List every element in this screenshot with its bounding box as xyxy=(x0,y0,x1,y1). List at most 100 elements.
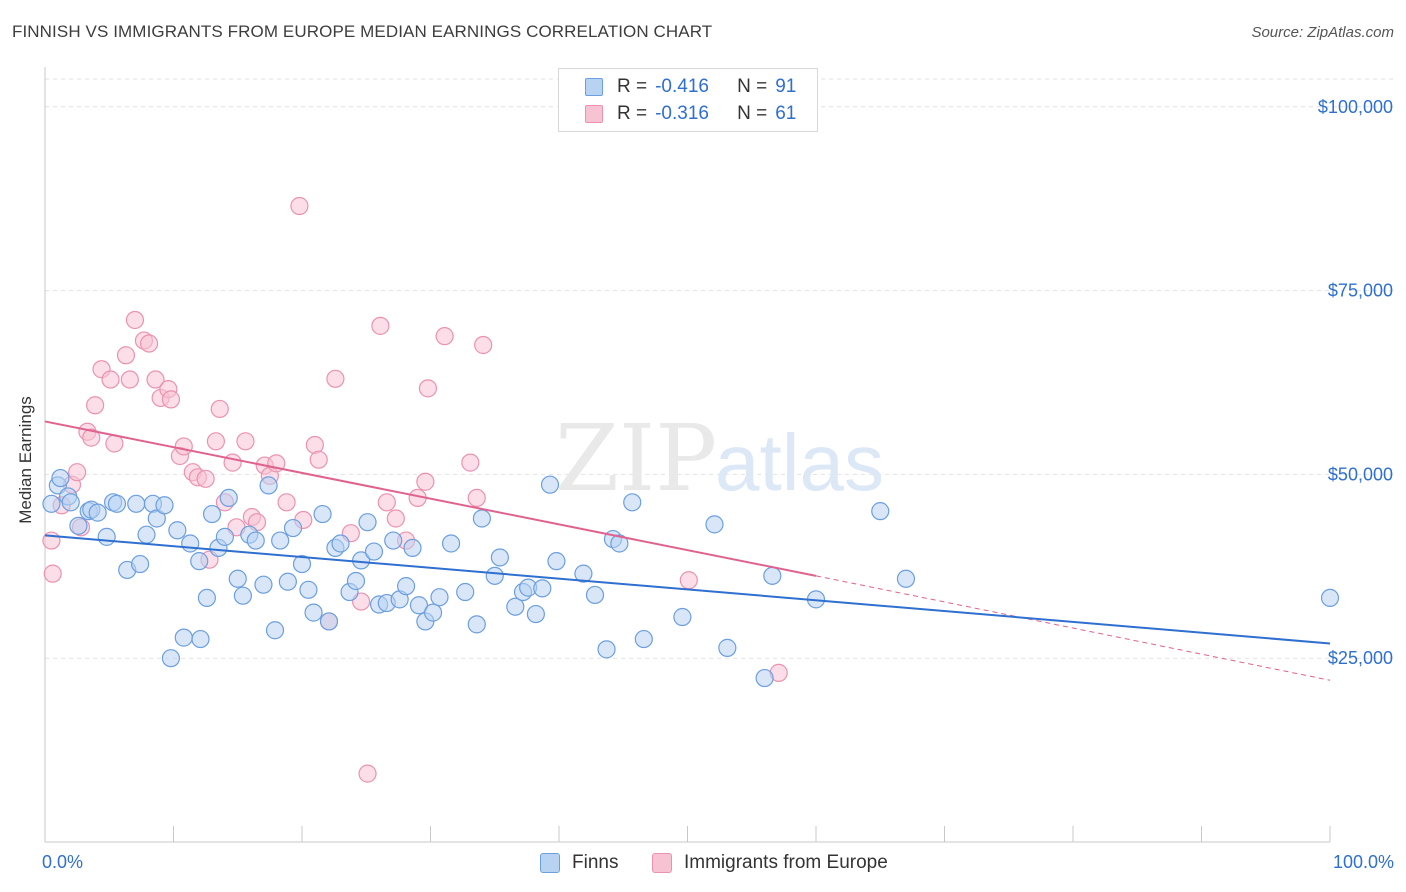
finns-point xyxy=(130,554,150,574)
immigrants-point xyxy=(290,196,309,216)
finns-point xyxy=(585,585,605,605)
finns-point xyxy=(254,575,273,594)
n-label: N = xyxy=(737,103,768,124)
r-label: R = xyxy=(617,103,648,124)
immigrants-trend-line xyxy=(44,420,817,577)
correlation-legend: R = -0.416 N = 91 R = -0.316 N = 61 xyxy=(558,68,818,132)
source-label: Source: ZipAtlas.com xyxy=(1251,24,1394,41)
r-label: R = xyxy=(617,76,648,97)
legend-item-immigrants: Immigrants from Europe xyxy=(652,852,888,874)
legend-row-finns: R = -0.416 N = 91 xyxy=(585,76,796,98)
r-value: -0.416 xyxy=(655,76,709,97)
finns-swatch xyxy=(585,78,603,96)
immigrants-point xyxy=(371,316,390,335)
immigrants-point xyxy=(206,432,226,451)
immigrants-point xyxy=(467,488,486,508)
immigrants-point xyxy=(101,370,120,389)
y-tick-label: $25,000 xyxy=(1328,648,1393,668)
finns-point xyxy=(202,504,222,524)
immigrants-point xyxy=(461,453,480,472)
immigrants-point xyxy=(309,450,328,469)
finns-point xyxy=(574,564,593,583)
finns-point xyxy=(278,572,297,591)
finns-point xyxy=(423,603,443,622)
finns-points xyxy=(42,468,1340,688)
immigrants-point xyxy=(223,453,242,472)
finns-point xyxy=(168,521,187,540)
finns-point xyxy=(485,566,504,585)
n-value: 61 xyxy=(775,103,797,124)
immigrants-swatch xyxy=(585,105,603,123)
finns-point xyxy=(331,534,350,553)
finns-point xyxy=(358,513,377,532)
finns-point xyxy=(137,525,156,544)
immigrants-point xyxy=(86,396,105,415)
immigrants-point xyxy=(474,335,493,355)
trend-layer xyxy=(44,420,1331,681)
finns-point xyxy=(597,640,616,659)
immigrants-point xyxy=(358,764,377,783)
immigrants-point xyxy=(196,469,215,488)
finns-point xyxy=(441,534,461,553)
finns-point xyxy=(896,569,916,588)
finns-point xyxy=(1320,588,1340,608)
y-tick-label: $100,000 xyxy=(1318,97,1393,117)
finns-point xyxy=(871,502,890,521)
y-axis-label: Median Earnings xyxy=(16,396,35,524)
finns-point xyxy=(396,577,416,596)
immigrants-point xyxy=(161,390,181,409)
finns-point xyxy=(197,588,217,608)
x-tick-label-min: 0.0% xyxy=(42,852,84,872)
finns-point xyxy=(673,607,692,627)
finns-point xyxy=(97,527,116,546)
finns-point xyxy=(755,668,774,688)
finns-point xyxy=(364,542,384,561)
finns-point xyxy=(610,534,629,553)
legend-row-immigrants: R = -0.316 N = 61 xyxy=(585,103,796,125)
y-tick-label: $50,000 xyxy=(1328,464,1393,484)
grid-layer xyxy=(45,78,1395,659)
finns-legend-label: Finns xyxy=(572,852,619,873)
immigrants-point xyxy=(174,437,193,456)
n-label: N = xyxy=(737,76,768,97)
finns-point xyxy=(191,629,210,649)
finns-point xyxy=(265,621,285,640)
finns-legend-swatch xyxy=(540,853,560,873)
finns-point xyxy=(228,569,247,588)
immigrants-point xyxy=(120,370,139,389)
y-tick-label: $75,000 xyxy=(1328,281,1393,301)
finns-point xyxy=(313,504,332,524)
finns-point xyxy=(403,538,422,558)
immigrants-point xyxy=(146,370,165,389)
immigrants-point xyxy=(68,463,87,482)
finns-point xyxy=(259,476,278,495)
r-value: -0.316 xyxy=(655,103,709,124)
axes-layer xyxy=(44,67,1331,843)
finns-point xyxy=(718,638,737,657)
x-tick-label-max: 100.0% xyxy=(1332,852,1394,872)
finns-point xyxy=(384,531,403,550)
immigrants-point xyxy=(377,493,396,512)
finns-point xyxy=(623,493,642,512)
finns-point xyxy=(490,548,509,567)
immigrants-point xyxy=(116,346,136,365)
immigrants-legend-swatch xyxy=(652,853,672,873)
finns-point xyxy=(456,582,475,602)
finns-point xyxy=(346,571,366,591)
finns-point xyxy=(61,493,80,512)
finns-point xyxy=(161,649,181,668)
immigrants-trend-extension xyxy=(815,575,1331,681)
finns-point xyxy=(467,615,486,634)
finns-point xyxy=(42,494,61,513)
immigrants-point xyxy=(139,334,159,353)
immigrants-legend-label: Immigrants from Europe xyxy=(684,852,888,873)
finns-trend-line xyxy=(44,534,1331,645)
finns-point xyxy=(319,612,339,631)
finns-point xyxy=(763,566,782,585)
finns-point xyxy=(304,603,323,622)
watermark-atlas: atlas xyxy=(715,418,884,507)
finns-point xyxy=(533,579,552,598)
finns-point xyxy=(526,604,545,624)
finns-point xyxy=(634,629,653,649)
